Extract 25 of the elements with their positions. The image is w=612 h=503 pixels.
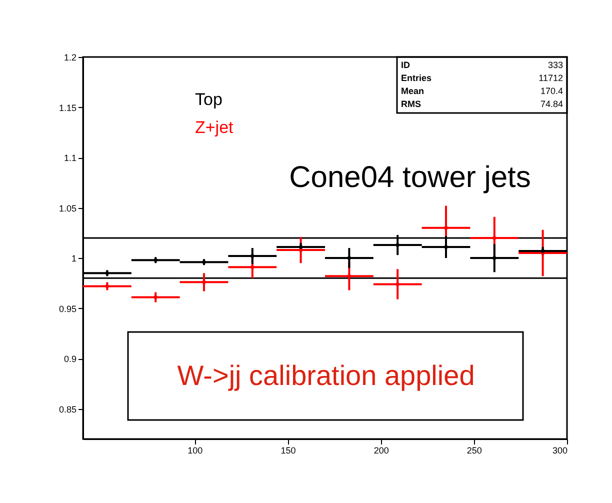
x-tick-label: 100: [188, 446, 203, 456]
x-tick-label: 150: [280, 446, 296, 456]
y-tick-label: 1: [71, 254, 76, 264]
text: Top: [195, 90, 222, 109]
annotation: RMS: [401, 99, 421, 109]
y-tick-label: 0.9: [64, 354, 76, 364]
x-tick-label: 200: [374, 446, 389, 456]
y-tick-label: 0.95: [58, 304, 76, 314]
annotation: Entries: [401, 73, 432, 83]
annotation: 11712: [538, 73, 563, 83]
annotation: 74.84: [540, 99, 563, 109]
x-tick-label: 250: [466, 446, 482, 456]
annotation: ID: [401, 60, 410, 70]
annotation: Cone04 tower jets: [289, 161, 531, 194]
text: Z+jet: [195, 118, 234, 137]
annotation: 333: [548, 60, 563, 70]
annotation: Mean: [401, 86, 424, 96]
y-tick-label: 1.15: [58, 102, 76, 113]
annotation: 170.4: [540, 86, 563, 96]
x-tick-label: 300: [552, 446, 568, 456]
y-tick-label: 1.2: [64, 52, 76, 62]
y-tick-label: 1.1: [64, 153, 76, 164]
annotation: W->jj calibration applied: [177, 360, 475, 391]
y-tick-label: 1.05: [58, 203, 76, 214]
y-tick-label: 0.85: [58, 404, 76, 414]
